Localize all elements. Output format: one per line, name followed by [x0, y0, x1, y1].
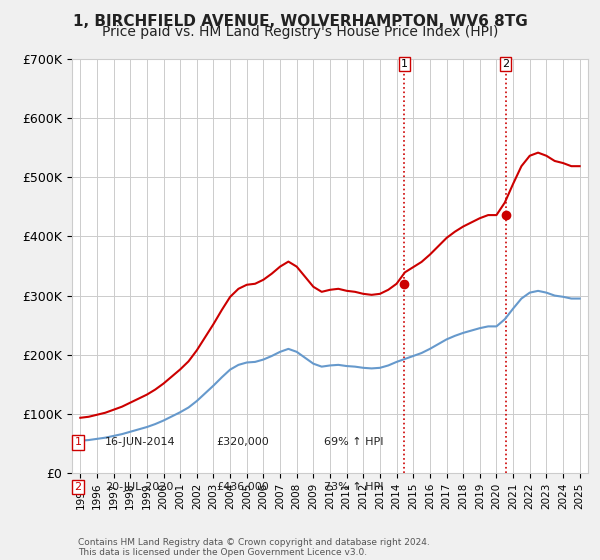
Text: 1: 1: [74, 437, 82, 447]
Text: Price paid vs. HM Land Registry's House Price Index (HPI): Price paid vs. HM Land Registry's House …: [102, 25, 498, 39]
Text: 1: 1: [401, 59, 408, 69]
Text: 73% ↑ HPI: 73% ↑ HPI: [324, 482, 383, 492]
Text: £436,000: £436,000: [216, 482, 269, 492]
Text: 20-JUL-2020: 20-JUL-2020: [105, 482, 173, 492]
Text: Contains HM Land Registry data © Crown copyright and database right 2024.
This d: Contains HM Land Registry data © Crown c…: [78, 538, 430, 557]
Text: £320,000: £320,000: [216, 437, 269, 447]
Text: 69% ↑ HPI: 69% ↑ HPI: [324, 437, 383, 447]
Text: 2: 2: [502, 59, 509, 69]
Text: 1, BIRCHFIELD AVENUE, WOLVERHAMPTON, WV6 8TG: 1, BIRCHFIELD AVENUE, WOLVERHAMPTON, WV6…: [73, 14, 527, 29]
Text: 16-JUN-2014: 16-JUN-2014: [105, 437, 176, 447]
Text: 2: 2: [74, 482, 82, 492]
